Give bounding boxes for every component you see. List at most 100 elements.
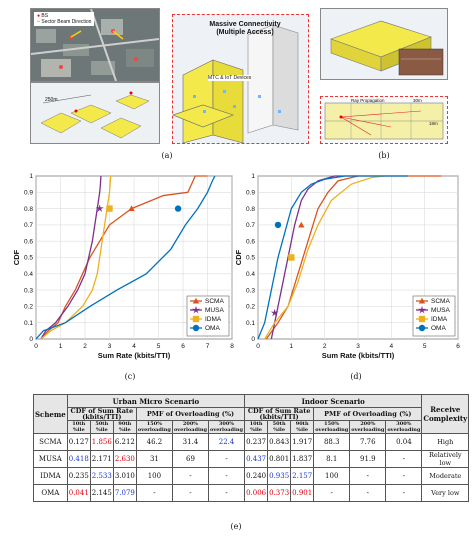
- x-tick-label: 4: [132, 343, 136, 350]
- callout-title: Massive Connectivity (Multiple Access): [209, 21, 281, 36]
- urban-cell: 2.145: [89, 484, 114, 502]
- urban-header: Urban Micro Scenario: [66, 394, 246, 408]
- urban-cell: 69: [171, 450, 210, 468]
- caption-d: (d): [350, 372, 362, 381]
- indoor-cell: 0.843: [267, 433, 292, 451]
- legend-marker-musa: [192, 305, 200, 314]
- caption-c: (c): [124, 372, 136, 381]
- legend-label-idma: IDMA: [431, 316, 448, 323]
- x-tick-label: 2: [323, 343, 327, 350]
- legend-marker-idma: [418, 315, 426, 323]
- dim-18m: 18m: [429, 121, 438, 126]
- y-tick-label: 0.4: [24, 271, 33, 278]
- aerial-map-graphic: [31, 9, 159, 81]
- y-tick-label: 0.2: [24, 304, 33, 311]
- series-line-oma: [257, 175, 408, 340]
- x-tick-label: 4: [390, 343, 394, 350]
- series-line-idma: [264, 175, 385, 340]
- urban-cell: -: [171, 484, 210, 502]
- series-line-scma: [40, 175, 208, 340]
- series-line-musa: [40, 175, 102, 340]
- y-tick-label: 0.6: [24, 238, 33, 245]
- urban-cell: 46.2: [135, 433, 173, 451]
- series-marker-idma: [106, 205, 113, 212]
- legend-marker-idma: [192, 315, 200, 323]
- x-tick-label: 0: [34, 343, 38, 350]
- floorplan-graphic: [324, 102, 444, 140]
- complexity-cell: Moderate: [421, 467, 470, 485]
- x-tick-label: 0: [256, 343, 260, 350]
- x-tick-label: 7: [206, 343, 210, 350]
- scheme-cell: MUSA: [33, 450, 68, 468]
- building-callout-graphic: [173, 24, 299, 143]
- indoor-building-model: [320, 8, 448, 80]
- table-row: OMA 0.041 2.145 7.079- - -0.006 0.373 0.901- - - V…: [33, 484, 470, 502]
- indoor-building-graphic: [330, 20, 444, 76]
- legend-marker-oma: [418, 324, 426, 332]
- indoor-cdf-header: CDF of Sum Rate (kbits/TTI): [244, 407, 315, 421]
- table-row: IDMA 0.235 2.533 3.010 100- -0.240 0.935 2.157 1…: [33, 467, 470, 485]
- caption-a: (a): [161, 151, 173, 160]
- indoor-cell: -: [349, 484, 387, 502]
- complexity-cell: High: [421, 433, 470, 451]
- indoor-pmf-header: PMF of Overloading (%): [313, 407, 423, 421]
- subheader-11: 300% overloading: [385, 420, 423, 434]
- ray-label: Ray Propagation: [351, 98, 385, 103]
- urban-aerial-photo: ● BS ━ Sector Beam Direction: [30, 8, 160, 82]
- distance-label: 250m: [45, 97, 58, 103]
- urban-cell: 7.079: [112, 484, 137, 502]
- table-row: MUSA 0.418 2.171 2.630 31 69-0.437 0.801 1.837 8…: [33, 450, 470, 468]
- urban-cdf-header: CDF of Sum Rate (kbits/TTI): [66, 407, 137, 421]
- legend-marker-scma: [192, 297, 200, 304]
- urban-cell: 2.171: [89, 450, 114, 468]
- legend-label-oma: OMA: [431, 325, 446, 332]
- indoor-cell: 0.437: [244, 450, 269, 468]
- series-marker-oma: [274, 221, 282, 229]
- y-tick-label: 0.1: [24, 320, 33, 327]
- map-legend: ● BS ━ Sector Beam Direction: [34, 12, 95, 26]
- indoor-cell: 2.157: [290, 467, 315, 485]
- x-tick-label: 1: [59, 343, 63, 350]
- y-tick-label: 1: [251, 173, 255, 180]
- urban-cell: 22.4: [207, 433, 246, 451]
- series-marker-musa: [95, 204, 104, 212]
- results-table: Scheme Urban Micro Scenario Indoor Scena…: [33, 394, 470, 502]
- subheader-0: 10th %ile: [66, 420, 91, 434]
- urban-cdf-chart: 0 1 2 3 4 5 6 7 8 0 0.1 0.2 0.3 0.4 0.5 0.6 0.7 0.8 0.9 1 Su…: [12, 173, 234, 360]
- indoor-cell: 8.1: [313, 450, 351, 468]
- subheader-3: 150% overloading: [135, 420, 173, 434]
- urban-cell: 0.235: [66, 467, 91, 485]
- dim-30m: 30m: [413, 98, 422, 103]
- urban-3d-model: 250m: [30, 82, 160, 144]
- y-tick-label: 0.7: [246, 222, 255, 229]
- legend-marker-scma: [418, 297, 426, 304]
- legend-label-scma: SCMA: [431, 298, 450, 305]
- indoor-cdf-chart: 0 1 2 3 4 5 6 0 0.1 0.2 0.3 0.4 0.5 0.6 0.7 0.8 0.9 1 Sum …: [234, 173, 460, 360]
- y-tick-label: 0.3: [246, 287, 255, 294]
- legend-label-scma: SCMA: [205, 298, 224, 305]
- legend-label-oma: OMA: [205, 325, 220, 332]
- indoor-cell: -: [349, 467, 387, 485]
- urban-cell: -: [135, 484, 173, 502]
- indoor-cell: 0.240: [244, 467, 269, 485]
- caption-e: (e): [230, 522, 242, 531]
- urban-cell: 100: [135, 467, 173, 485]
- subheader-9: 150% overloading: [313, 420, 351, 434]
- scheme-header: Scheme: [33, 394, 68, 434]
- y-tick-label: 0.9: [24, 190, 33, 197]
- city-model-graphic: [31, 83, 159, 143]
- series-line-idma: [40, 175, 112, 340]
- devices-label: MTC & IoT Devices: [208, 75, 252, 81]
- subheader-8: 90th %ile: [290, 420, 315, 434]
- urban-cell: 0.418: [66, 450, 91, 468]
- scheme-cell: IDMA: [33, 467, 68, 485]
- urban-cell: -: [207, 450, 246, 468]
- series-marker-oma: [174, 205, 182, 212]
- subheader-1: 50th %ile: [89, 420, 114, 434]
- y-tick-label: 0.6: [246, 238, 255, 245]
- urban-cell: 3.010: [112, 467, 137, 485]
- urban-cell: 31.4: [171, 433, 210, 451]
- y-axis-label: CDF: [12, 249, 21, 265]
- indoor-cell: -: [385, 467, 423, 485]
- y-tick-label: 0.5: [24, 255, 33, 262]
